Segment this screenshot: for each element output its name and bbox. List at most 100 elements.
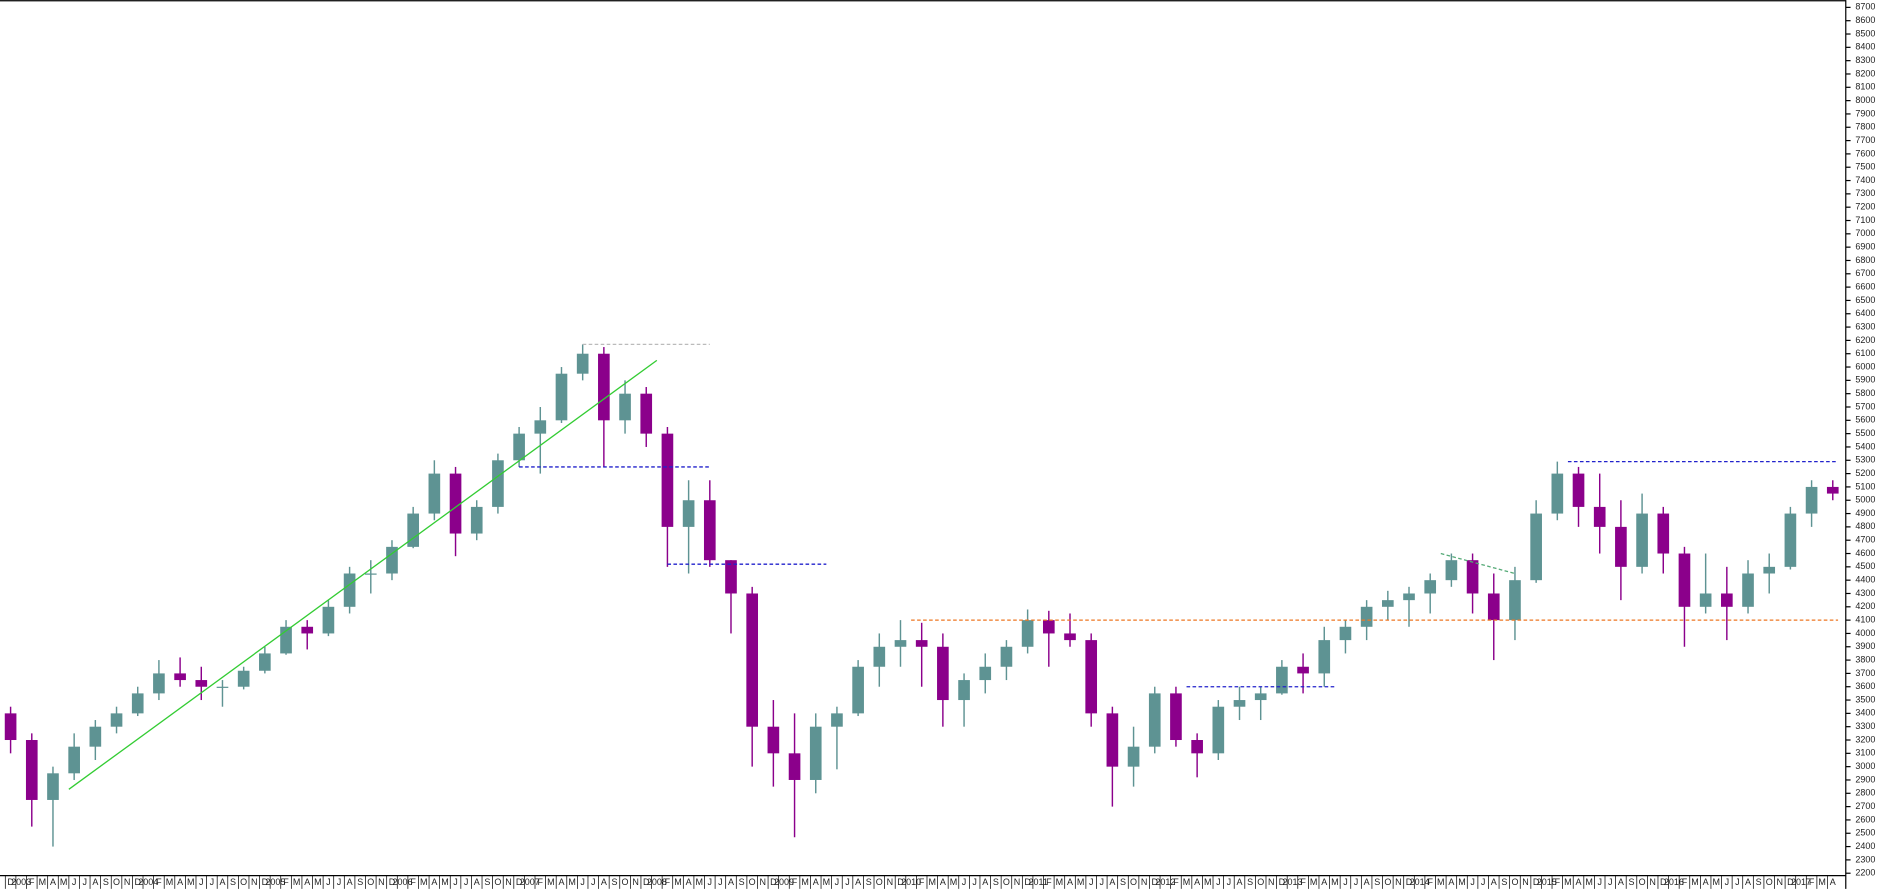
x-tick-label: D <box>516 877 523 887</box>
x-tick-label: J <box>83 877 88 887</box>
candle-body <box>1784 513 1797 567</box>
x-tick-label: A <box>1194 877 1200 887</box>
candle-body <box>979 666 992 681</box>
x-tick-label: O <box>367 877 374 887</box>
y-tick-label: 5600 <box>1855 415 1875 425</box>
x-tick-label: A <box>1448 877 1454 887</box>
candle-body <box>301 626 314 634</box>
candle-body <box>1360 606 1373 627</box>
x-tick-label: 2015 <box>1537 877 1557 887</box>
candle-body <box>1297 666 1309 674</box>
x-tick-label: A <box>92 877 98 887</box>
y-tick-label: 3400 <box>1855 708 1875 718</box>
x-tick-label: M <box>547 877 555 887</box>
candle-body <box>4 713 17 741</box>
x-tick-label: M <box>1183 877 1191 887</box>
x-tick-label: S <box>1247 877 1253 887</box>
x-tick-label: J <box>453 877 458 887</box>
candle-body <box>703 500 716 561</box>
x-tick-label: D <box>1533 877 1540 887</box>
candle-body <box>1721 593 1733 607</box>
x-tick-label: O <box>113 877 120 887</box>
x-tick-label: O <box>1766 877 1773 887</box>
x-tick-label: A <box>1237 877 1243 887</box>
x-tick-label: M <box>674 877 682 887</box>
x-tick-label: A <box>1067 877 1073 887</box>
candle-body <box>1403 593 1415 601</box>
y-tick-label: 6200 <box>1855 335 1875 345</box>
y-tick-label: 8400 <box>1855 42 1875 52</box>
x-tick-label: N <box>251 877 258 887</box>
x-tick-label: F <box>1173 877 1179 887</box>
x-tick-label: O <box>1003 877 1010 887</box>
x-tick-label: J <box>1481 877 1486 887</box>
candle-body <box>280 626 292 654</box>
y-tick-label: 6500 <box>1855 295 1875 305</box>
x-tick-label: M <box>1077 877 1085 887</box>
x-tick-label: J <box>1216 877 1221 887</box>
x-tick-label: D <box>262 877 269 887</box>
x-tick-label: A <box>728 877 734 887</box>
candle-body <box>1763 566 1776 574</box>
x-tick-label: M <box>1204 877 1212 887</box>
x-tick-label: 2008 <box>647 877 667 887</box>
x-tick-label: N <box>760 877 767 887</box>
x-tick-label: M <box>1712 877 1720 887</box>
x-tick-label: J <box>1597 877 1602 887</box>
x-tick-label: S <box>611 877 617 887</box>
candle-body <box>25 740 38 800</box>
x-tick-label: 2003 <box>11 877 31 887</box>
x-tick-label: J <box>718 877 722 887</box>
y-tick-label: 2800 <box>1855 788 1875 798</box>
x-tick-label: F <box>919 877 925 887</box>
x-tick-label: 2007 <box>520 877 540 887</box>
x-tick-label: D <box>770 877 777 887</box>
x-tick-label: O <box>749 877 756 887</box>
candle-body <box>492 460 504 507</box>
candle-body <box>1318 640 1331 674</box>
x-tick-label: S <box>103 877 109 887</box>
x-tick-label: A <box>855 877 861 887</box>
x-tick-label: O <box>1384 877 1391 887</box>
x-tick-label: O <box>876 877 883 887</box>
y-tick-label: 8700 <box>1855 2 1875 12</box>
x-tick-label: M <box>801 877 809 887</box>
candle-body <box>915 640 928 647</box>
candle-body <box>386 546 398 574</box>
candle-body <box>767 726 780 754</box>
candle-body <box>1636 513 1648 567</box>
y-tick-label: 8200 <box>1855 68 1875 78</box>
x-tick-label: 2012 <box>1155 877 1175 887</box>
x-tick-label: M <box>950 877 958 887</box>
x-tick-label: F <box>1300 877 1306 887</box>
x-tick-label: S <box>230 877 236 887</box>
candle-body <box>1233 700 1246 707</box>
x-tick-label: S <box>1374 877 1380 887</box>
x-tick-label: A <box>177 877 183 887</box>
x-tick-label: J <box>464 877 469 887</box>
y-tick-label: 4100 <box>1855 615 1875 625</box>
x-tick-label: 2016 <box>1664 877 1684 887</box>
x-tick-label: M <box>314 877 322 887</box>
candle-body <box>1042 620 1055 634</box>
x-tick-label: M <box>1310 877 1318 887</box>
candle-body <box>110 713 123 727</box>
candle-body <box>1530 513 1542 581</box>
y-tick-label: 4700 <box>1855 535 1875 545</box>
x-tick-label: J <box>72 877 77 887</box>
y-tick-label: 4000 <box>1855 628 1875 638</box>
x-tick-label: J <box>962 877 967 887</box>
x-tick-label: F <box>1046 877 1052 887</box>
x-tick-label: M <box>929 877 937 887</box>
x-tick-label: A <box>813 877 819 887</box>
x-tick-label: A <box>940 877 946 887</box>
y-tick-label: 5100 <box>1855 481 1875 491</box>
candle-body <box>1339 626 1352 641</box>
y-tick-label: 7500 <box>1855 162 1875 172</box>
candle-body <box>1021 620 1034 647</box>
candle-body <box>1699 593 1712 607</box>
y-tick-label: 7800 <box>1855 122 1875 132</box>
y-tick-label: 3000 <box>1855 761 1875 771</box>
x-tick-label: A <box>219 877 225 887</box>
y-tick-label: 2700 <box>1855 801 1875 811</box>
